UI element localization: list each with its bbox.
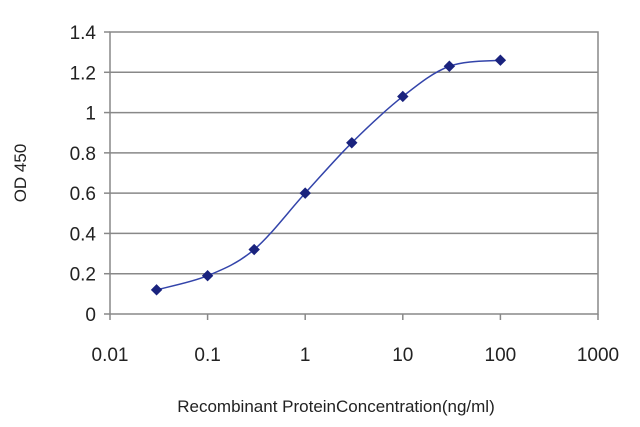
y-tick-label: 0.8 bbox=[70, 144, 96, 165]
y-tick-label: 0.6 bbox=[70, 184, 96, 205]
data-point-marker bbox=[443, 60, 456, 72]
series-layer bbox=[150, 54, 507, 296]
x-tick-label: 1 bbox=[300, 345, 311, 366]
data-point-marker bbox=[494, 54, 507, 66]
x-tick-label: 100 bbox=[485, 345, 517, 366]
data-point-marker bbox=[346, 137, 358, 149]
y-tick-label: 0.2 bbox=[70, 265, 96, 286]
data-point-marker bbox=[248, 243, 260, 256]
y-tick-label: 0 bbox=[85, 305, 96, 326]
y-tick-label: 0.4 bbox=[70, 224, 97, 245]
x-tick-label: 0.1 bbox=[194, 345, 220, 366]
x-axis: 0.01 0.1 1 10 100 1000 bbox=[92, 314, 619, 366]
y-tick-label: 1.2 bbox=[70, 63, 96, 84]
y-axis-title: OD 450 bbox=[11, 144, 30, 203]
y-tick-label: 1.4 bbox=[70, 23, 97, 44]
plot-area bbox=[109, 31, 599, 315]
x-tick-label: 10 bbox=[392, 345, 413, 366]
data-point-marker bbox=[397, 90, 409, 103]
data-point-marker bbox=[150, 284, 163, 296]
gridlines bbox=[110, 71, 598, 275]
data-point-marker bbox=[299, 187, 311, 199]
series-line bbox=[156, 59, 501, 291]
y-tick-label: 1 bbox=[85, 104, 96, 125]
y-axis: 0 0.2 0.4 0.6 0.8 1 1.2 1.4 bbox=[70, 23, 110, 326]
x-axis-title: Recombinant ProteinConcentration(ng/ml) bbox=[177, 397, 495, 416]
x-tick-label: 1000 bbox=[577, 345, 619, 366]
x-tick-label: 0.01 bbox=[92, 345, 129, 366]
data-point-marker bbox=[201, 270, 214, 282]
